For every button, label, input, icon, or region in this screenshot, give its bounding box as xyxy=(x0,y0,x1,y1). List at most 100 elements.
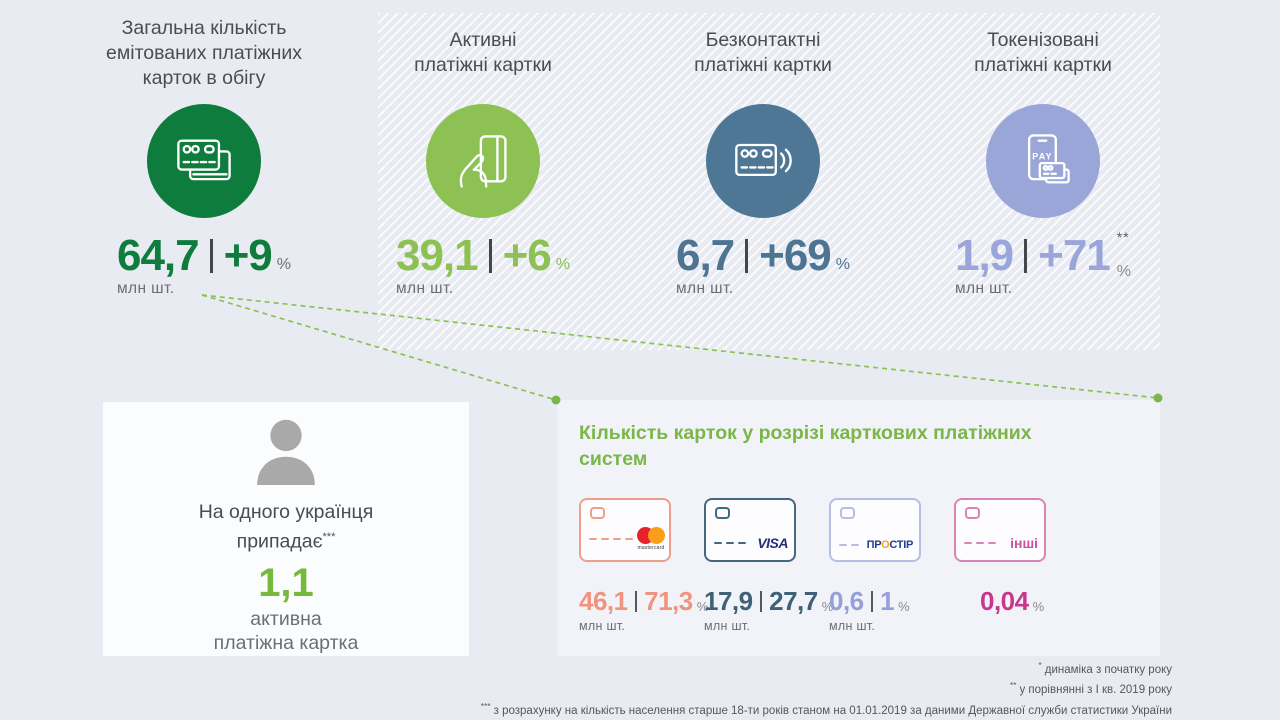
panel-title: Кількість карток у розрізі карткових пла… xyxy=(579,420,1160,472)
footnote-marker: * xyxy=(1038,660,1042,670)
percent-sign: % xyxy=(276,256,292,273)
card-values-row: 46,1 71,3 % млн шт. 17,9 27,7 % млн шт. … xyxy=(579,562,1160,633)
title-line: Безконтактні xyxy=(705,29,821,51)
footnote-marker-group: ** % xyxy=(1117,229,1131,281)
visa-logo: VISA xyxy=(757,535,788,551)
footnotes: * динаміка з початку року ** у порівнянні … xyxy=(481,658,1172,719)
card-dash xyxy=(601,537,609,541)
title-line: емітованих платіжних xyxy=(105,41,303,64)
card-chip-icon xyxy=(715,507,730,519)
footnote-text: динаміка з початку року xyxy=(1044,663,1172,676)
footnote-marker: *** xyxy=(480,700,491,711)
payment-cards-icon xyxy=(147,104,261,218)
others-label: інші xyxy=(1010,535,1038,551)
footnote-3: *** з розрахунку на кількість населення с… xyxy=(481,699,1172,719)
percent-sign: % xyxy=(898,599,910,614)
per-person-caption: активна платіжна картка xyxy=(103,607,469,655)
stat-growth: +9 xyxy=(223,231,273,280)
prostir-card-icon: ПРОСТІР xyxy=(829,498,921,562)
system-values-mastercard: 46,1 71,3 % млн шт. xyxy=(579,562,708,633)
value-separator xyxy=(759,590,763,612)
person-icon xyxy=(257,419,315,485)
card-dash xyxy=(851,543,859,547)
percent-sign: % xyxy=(555,256,571,273)
stat-block-tokenized: Токенізовані платіжні картки PAY 1,9 +71… xyxy=(903,0,1183,298)
system-value: 0,6 xyxy=(829,586,864,616)
footnote-marker: ** xyxy=(1009,680,1017,691)
percent-sign: % xyxy=(1116,263,1132,280)
stat-title-active: Активні платіжні картки xyxy=(343,0,623,100)
stat-unit: млн шт. xyxy=(116,280,175,297)
system-values-others: 0,04 % xyxy=(954,562,1046,633)
hand-card-icon xyxy=(426,104,540,218)
card-dash xyxy=(589,537,597,541)
mastercard-card-icon: mastercard xyxy=(579,498,671,562)
percent-sign: % xyxy=(821,599,834,614)
card-dash xyxy=(988,541,996,545)
caption-line: платіжна картка xyxy=(213,631,359,654)
stat-title-total: Загальна кількість емітованих платіжних … xyxy=(64,0,344,100)
system-value: 0,04 xyxy=(980,586,1029,616)
stat-value: 1,9 xyxy=(954,231,1014,280)
system-col-others: інші xyxy=(954,498,1046,562)
card-dash xyxy=(738,541,746,545)
value-separator xyxy=(1024,239,1028,273)
stat-value-group: 6,7 +69 % млн шт. xyxy=(675,231,851,298)
stat-value-group: 39,1 +6 % млн шт. xyxy=(395,231,571,298)
value-separator xyxy=(634,590,638,612)
title-line: карток в обігу xyxy=(142,66,266,89)
card-dash xyxy=(714,541,722,545)
system-unit: млн шт. xyxy=(829,619,876,633)
stat-unit: млн шт. xyxy=(675,280,734,297)
label-line: На одного українця xyxy=(198,501,374,523)
card-dash xyxy=(726,541,734,545)
value-separator xyxy=(488,239,492,273)
stat-growth: +69 xyxy=(759,231,832,280)
svg-text:PAY: PAY xyxy=(1032,151,1052,161)
percent-sign: % xyxy=(835,256,851,273)
stat-value-group: 64,7 +9 % млн шт. xyxy=(116,231,292,298)
footnote-marker: *** xyxy=(322,531,336,543)
system-value: 46,1 xyxy=(579,586,628,616)
system-unit: млн шт. xyxy=(579,619,626,633)
system-values-visa: 17,9 27,7 % млн шт. xyxy=(704,562,833,633)
stat-block-total: Загальна кількість емітованих платіжних … xyxy=(64,0,344,298)
card-chip-icon xyxy=(965,507,980,519)
footnote-text: у порівнянні з І кв. 2019 року xyxy=(1019,684,1172,697)
stat-value: 39,1 xyxy=(395,231,479,280)
system-share: 27,7 xyxy=(769,586,818,616)
card-chip-icon xyxy=(590,507,605,519)
percent-sign: % xyxy=(1032,599,1045,614)
system-share: 1 xyxy=(880,586,895,616)
footnote-text: з розрахунку на кількість населення стар… xyxy=(493,704,1172,717)
title-line: Токенізовані xyxy=(987,29,1099,51)
footnote-marker: ** xyxy=(1116,229,1130,245)
label-line: припадає xyxy=(236,530,323,553)
stat-block-active: Активні платіжні картки 39,1 +6 % млн шт… xyxy=(343,0,623,298)
per-person-box: На одного українця припадає*** 1,1 актив… xyxy=(103,402,469,656)
value-separator xyxy=(870,590,874,612)
system-values-prostir: 0,6 1 % млн шт. xyxy=(829,562,921,633)
card-systems-panel: Кількість карток у розрізі карткових пла… xyxy=(557,400,1160,656)
stat-value: 64,7 xyxy=(116,231,200,280)
system-unit: млн шт. xyxy=(704,619,751,633)
footnote-2: ** у порівнянні з І кв. 2019 року xyxy=(481,678,1172,698)
mastercard-wordmark: mastercard xyxy=(637,545,665,551)
value-separator xyxy=(209,239,213,273)
card-chip-icon xyxy=(840,507,855,519)
mastercard-logo-icon: mastercard xyxy=(637,527,665,551)
caption-line: активна xyxy=(250,607,322,630)
panel-title-line: систем xyxy=(579,448,648,470)
stat-value: 6,7 xyxy=(675,231,735,280)
mastercard-orange-circle xyxy=(648,527,665,544)
title-line: Загальна кількість xyxy=(121,16,287,39)
stat-title-tokenized: Токенізовані платіжні картки xyxy=(903,0,1183,100)
prostir-logo: ПРОСТІР xyxy=(866,539,914,551)
system-col-prostir: ПРОСТІР xyxy=(829,498,921,562)
per-person-label: На одного українця припадає*** xyxy=(103,500,469,555)
stat-value-group: 1,9 +71 ** % млн шт. xyxy=(954,229,1131,298)
contactless-card-icon xyxy=(706,104,820,218)
card-dash xyxy=(839,543,847,547)
percent-sign: % xyxy=(696,599,709,614)
card-dash xyxy=(625,537,633,541)
